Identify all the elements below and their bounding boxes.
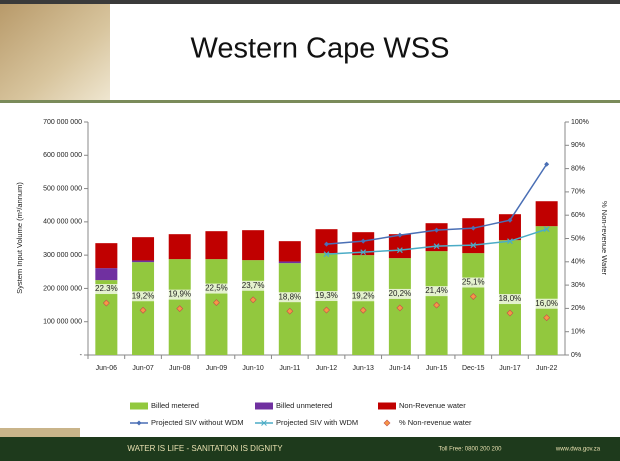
bar-segment [315, 229, 337, 253]
y-axis-label: System Input Volume (m³/annum) [15, 182, 24, 294]
y-tick-label: 600 000 000 [43, 152, 82, 159]
x-tick-label: Jun-12 [316, 365, 338, 372]
legend-label: Projected SIV with WDM [276, 418, 358, 427]
y2-tick-label: 90% [571, 142, 585, 149]
x-tick-label: Jun-10 [242, 365, 264, 372]
y2-tick-label: 70% [571, 189, 585, 196]
bar-segment [242, 260, 264, 355]
data-label: 25,1% [462, 278, 485, 287]
bar-segment [169, 234, 191, 259]
bar-segment [205, 231, 227, 259]
legend-label: Billed metered [151, 401, 199, 410]
x-tick-label: Dec-15 [462, 365, 485, 372]
x-tick-label: Jun-09 [206, 365, 228, 372]
legend-label: Projected SIV without WDM [151, 418, 244, 427]
bar-segment [462, 253, 484, 355]
data-label: 22.3% [95, 284, 118, 293]
legend-swatch [255, 403, 273, 410]
legend-label: Non-Revenue water [399, 401, 466, 410]
x-tick-label: Jun-08 [169, 365, 191, 372]
y-tick-label: 400 000 000 [43, 219, 82, 226]
x-tick-label: Jun-17 [499, 365, 521, 372]
y-tick-label: 200 000 000 [43, 285, 82, 292]
y2-tick-label: 80% [571, 165, 585, 172]
bar-segment [352, 255, 374, 355]
divider [0, 100, 620, 103]
bar-segment [315, 253, 337, 355]
footer-bar [0, 437, 620, 461]
y2-tick-label: 0% [571, 352, 581, 359]
footer-website: www.dwa.gov.za [555, 447, 601, 453]
data-label: 23,7% [242, 281, 265, 290]
y2-tick-label: 20% [571, 305, 585, 312]
footer-texture [0, 428, 80, 437]
x-tick-label: Jun-22 [536, 365, 558, 372]
x-tick-label: Jun-14 [389, 365, 411, 372]
bar-segment [205, 259, 227, 355]
x-tick-label: Jun-06 [96, 365, 118, 372]
bar-segment [95, 268, 117, 280]
corner-image [0, 4, 110, 100]
data-label: 19,3% [315, 291, 338, 300]
slide: Western Cape WSS WATER IS LIFE - SANITAT… [0, 0, 620, 461]
data-label: 22,5% [205, 284, 228, 293]
y-tick-label: 500 000 000 [43, 185, 82, 192]
legend-label: % Non-revenue water [399, 418, 472, 427]
bar-segment [279, 261, 301, 263]
data-label: 19,2% [352, 291, 375, 300]
y2-tick-label: 50% [571, 235, 585, 242]
bar-segment [132, 260, 154, 262]
data-label: 21,4% [425, 286, 448, 295]
footer-slogan: WATER IS LIFE - SANITATION IS DIGNITY [127, 444, 283, 453]
data-label: 19,2% [132, 291, 155, 300]
y2-tick-label: 30% [571, 282, 585, 289]
y2-tick-label: 100% [571, 119, 589, 126]
legend-label: Billed unmetered [276, 401, 332, 410]
data-label: 20,2% [389, 289, 412, 298]
x-tick-label: Jun-11 [279, 365, 300, 372]
bar-segment [95, 243, 117, 268]
bar-segment [279, 241, 301, 261]
bar-segment [242, 230, 264, 260]
bar-segment [462, 218, 484, 253]
y2-axis-label: % Non-revenue Water [600, 201, 609, 275]
bar-segment [389, 234, 411, 258]
data-label: 18,0% [499, 294, 522, 303]
bar-segment [536, 201, 558, 226]
y2-tick-label: 40% [571, 259, 585, 266]
slide-title: Western Cape WSS [191, 33, 450, 65]
data-label: 16,0% [535, 299, 558, 308]
x-tick-label: Jun-15 [426, 365, 448, 372]
y-tick-label: 700 000 000 [43, 119, 82, 126]
y2-tick-label: 10% [571, 329, 585, 336]
bar-segment [536, 226, 558, 355]
x-tick-label: Jun-13 [352, 365, 374, 372]
top-border [0, 0, 620, 4]
data-label: 19,9% [168, 290, 191, 299]
bar-segment [132, 237, 154, 260]
y2-tick-label: 60% [571, 212, 585, 219]
x-tick-label: Jun-07 [132, 365, 154, 372]
footer-phone: Toll Free: 0800 200 200 [438, 447, 502, 453]
y-tick-label: 100 000 000 [43, 319, 82, 326]
legend-swatch [378, 403, 396, 410]
legend-swatch [130, 403, 148, 410]
y-tick-label: 300 000 000 [43, 252, 82, 259]
data-label: 18,8% [278, 292, 301, 301]
